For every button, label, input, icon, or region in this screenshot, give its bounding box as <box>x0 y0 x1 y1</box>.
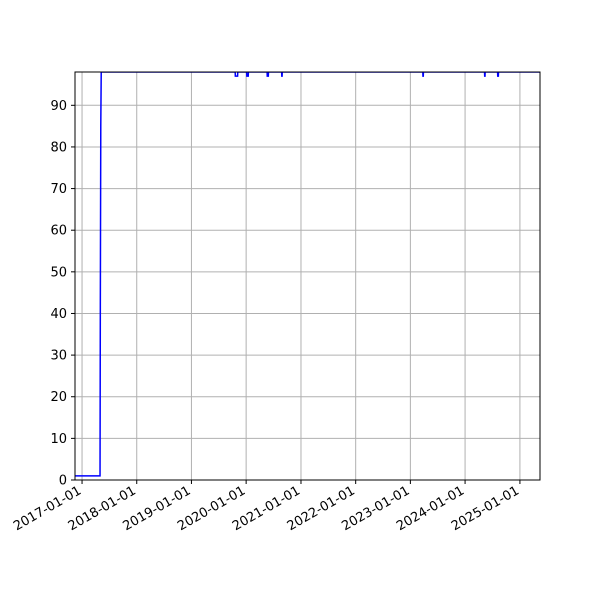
plot-frame <box>74 71 541 481</box>
y-tick-label: 10 <box>50 432 67 447</box>
y-tick-label: 50 <box>50 265 67 280</box>
series-line-1 <box>75 72 540 477</box>
y-tick-label: 80 <box>50 140 67 155</box>
y-tick-label: 20 <box>50 390 67 405</box>
y-tick-label: 60 <box>50 224 67 239</box>
y-tick-label: 40 <box>50 307 67 322</box>
y-tick-label: 30 <box>50 349 67 364</box>
series-layer <box>75 72 540 477</box>
y-tick-label: 70 <box>50 182 67 197</box>
y-tick-label: 90 <box>50 99 67 114</box>
y-axis: 0 10 20 30 40 50 60 70 80 90 <box>50 99 75 489</box>
y-tick-label: 0 <box>59 474 67 489</box>
